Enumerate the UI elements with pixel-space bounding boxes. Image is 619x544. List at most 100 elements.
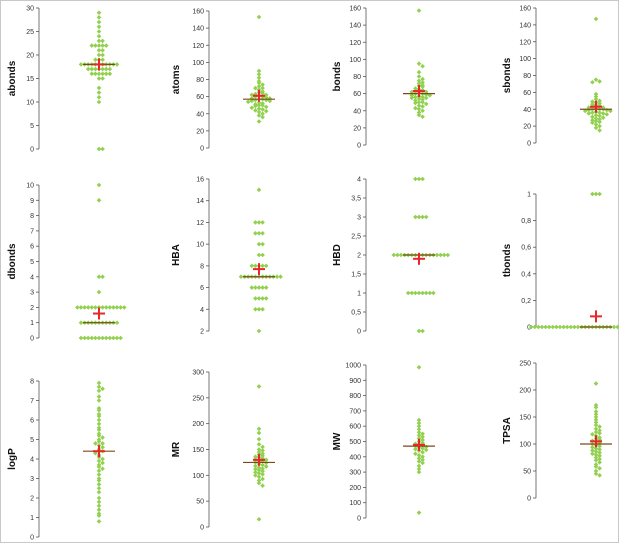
data-point [250, 264, 255, 269]
y-tick-label: 0 [200, 146, 204, 153]
data-point [79, 62, 84, 67]
data-point [424, 215, 429, 220]
data-point [410, 96, 415, 101]
data-point [257, 15, 262, 20]
y-tick-label: 0,4 [521, 271, 531, 278]
data-point [86, 67, 91, 72]
y-tick-label: 5 [30, 437, 34, 444]
y-tick-label: 0 [527, 496, 531, 503]
data-point [257, 481, 262, 486]
y-tick-label: 6 [200, 285, 204, 292]
data-point [257, 437, 262, 442]
data-point [264, 264, 269, 269]
data-point [601, 111, 606, 116]
y-tick-label: 50 [196, 499, 204, 506]
data-point [97, 25, 102, 30]
data-point [97, 388, 102, 393]
y-axis-label: atoms [171, 64, 182, 94]
data-point [594, 17, 599, 22]
data-point [79, 336, 84, 341]
y-tick-label: 0 [30, 147, 34, 154]
data-point [253, 307, 258, 312]
y-tick-label: 100 [349, 57, 361, 64]
data-point [260, 472, 265, 477]
y-tick-label: 6 [30, 418, 34, 425]
data-point [257, 384, 262, 389]
data-point [97, 34, 102, 39]
data-point [597, 192, 602, 197]
data-point [250, 285, 255, 290]
data-point [97, 398, 102, 403]
y-tick-label: 4 [200, 307, 204, 314]
y-tick-label: 20 [196, 128, 204, 135]
y-tick-label: 6 [30, 244, 34, 251]
y-tick-label: 2 [200, 329, 204, 336]
y-tick-label: 800 [349, 393, 361, 400]
y-axis-label: TPSA [502, 417, 513, 444]
y-tick-label: 12 [196, 220, 204, 227]
y-tick-label: 5 [30, 259, 34, 266]
data-point [257, 442, 262, 447]
data-point [93, 441, 98, 446]
data-point [257, 119, 262, 124]
data-point [100, 275, 105, 280]
y-tick-label: 5 [30, 123, 34, 130]
y-axis-label: abonds [7, 60, 18, 96]
y-tick-label: 20 [523, 124, 531, 131]
data-point [590, 80, 595, 85]
data-point [260, 220, 265, 225]
y-axis-label: HBA [171, 244, 182, 266]
data-point [278, 274, 283, 279]
data-point [413, 215, 418, 220]
data-point [594, 458, 599, 463]
y-axis-label: MR [171, 441, 182, 457]
data-point [253, 220, 258, 225]
y-tick-label: 3,5 [351, 196, 361, 203]
y-tick-label: 60 [353, 91, 361, 98]
data-point [257, 427, 262, 432]
data-point [431, 291, 436, 296]
y-tick-label: 200 [519, 388, 531, 395]
y-tick-label: 250 [192, 395, 204, 402]
data-point [420, 329, 425, 334]
data-point [257, 329, 262, 334]
y-tick-label: 50 [523, 469, 531, 476]
y-tick-label: 100 [192, 60, 204, 67]
data-point [264, 296, 269, 301]
y-tick-label: 200 [349, 485, 361, 492]
data-point [97, 95, 102, 100]
data-point [253, 231, 258, 236]
y-tick-label: 0,6 [521, 245, 531, 252]
y-tick-label: 10 [26, 183, 34, 190]
y-tick-label: 16 [196, 177, 204, 184]
data-point [246, 99, 251, 104]
data-point [100, 39, 105, 44]
y-tick-label: 2 [30, 305, 34, 312]
y-tick-label: 40 [196, 111, 204, 118]
y-tick-label: 8 [200, 263, 204, 270]
data-point [108, 67, 113, 72]
data-point [100, 387, 105, 392]
data-point [597, 460, 602, 465]
y-tick-label: 80 [196, 77, 204, 84]
data-point [257, 517, 262, 522]
data-point [118, 336, 123, 341]
y-tick-label: 7 [30, 398, 34, 405]
data-point [104, 43, 109, 48]
data-point [100, 461, 105, 466]
y-tick-label: 160 [192, 9, 204, 16]
data-point [590, 192, 595, 197]
y-axis-label: HBD [332, 244, 343, 266]
y-tick-label: 2 [357, 253, 361, 260]
y-tick-label: 120 [519, 39, 531, 46]
data-point [97, 198, 102, 203]
data-point [90, 72, 95, 77]
y-tick-label: 0 [357, 516, 361, 523]
y-tick-label: 0 [30, 336, 34, 343]
